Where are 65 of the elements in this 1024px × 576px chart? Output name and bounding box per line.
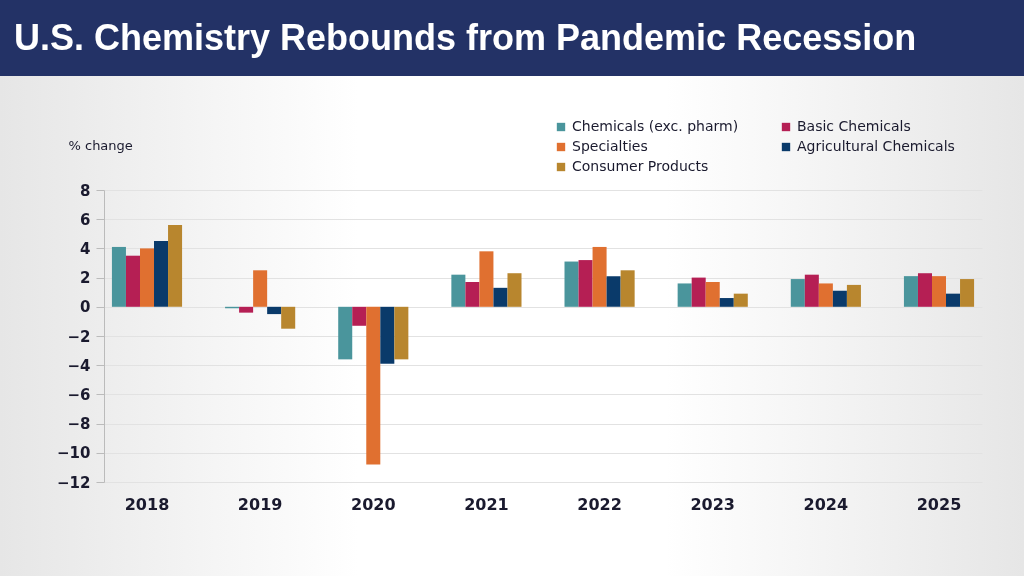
x-tick-label: 2023 [690, 494, 735, 514]
bar [465, 281, 480, 307]
bar [677, 283, 692, 307]
bar [394, 306, 409, 360]
bar [946, 293, 961, 307]
y-axis-title: % change [68, 137, 133, 153]
bar [804, 274, 819, 307]
x-tick-label: 2018 [124, 494, 170, 514]
x-tick-label: 2020 [351, 494, 396, 514]
bar [352, 306, 367, 326]
y-tick-label: −2 [67, 327, 91, 346]
x-tick-label: 2019 [237, 494, 283, 514]
y-tick-label: −12 [57, 473, 91, 492]
bar [592, 246, 607, 307]
bar [691, 277, 706, 307]
legend-label: Specialties [572, 138, 648, 154]
bar [479, 251, 494, 307]
bar [578, 260, 593, 307]
bar [168, 225, 183, 307]
bar [380, 306, 395, 364]
bar [493, 287, 508, 307]
bar [733, 293, 748, 307]
bar [281, 306, 296, 329]
bar [960, 279, 975, 307]
bar [154, 241, 169, 307]
y-tick-label: −8 [67, 415, 91, 434]
bar [620, 270, 635, 307]
bar [239, 306, 254, 313]
bar [139, 248, 155, 307]
bar [267, 306, 282, 315]
y-tick-label: 6 [80, 210, 91, 229]
bar [903, 276, 918, 307]
bar [125, 255, 140, 307]
bar [451, 274, 466, 307]
x-tick-label: 2024 [803, 494, 849, 514]
bar [917, 273, 932, 307]
y-tick-label: −6 [67, 385, 91, 404]
y-tick-label: −10 [57, 444, 91, 463]
y-tick-label: 8 [80, 181, 91, 200]
legend-label: Basic Chemicals [797, 118, 911, 134]
legend-label: Chemicals (exc. pharm) [572, 118, 739, 134]
bar [606, 276, 621, 307]
bar [366, 306, 381, 465]
bar [507, 273, 522, 307]
x-tick-label: 2025 [916, 494, 962, 514]
legend-label: Consumer Products [572, 158, 709, 174]
bar [338, 306, 353, 360]
bar [719, 298, 734, 307]
bar [818, 283, 833, 307]
x-tick-label: 2022 [577, 494, 622, 514]
x-tick-label: 2021 [464, 494, 509, 514]
bar [564, 261, 579, 307]
legend-label: Agricultural Chemicals [797, 138, 955, 154]
bar [846, 284, 861, 307]
y-tick-label: 4 [80, 239, 91, 258]
bar [931, 276, 947, 307]
y-tick-label: 2 [80, 269, 91, 288]
bar [705, 281, 720, 307]
bar [111, 246, 126, 307]
y-tick-label: −4 [67, 356, 91, 375]
bar [253, 270, 268, 307]
bar [790, 279, 805, 307]
y-tick-label: 0 [80, 298, 91, 317]
chart-title: U.S. Chemistry Rebounds from Pandemic Recession [0, 0, 1024, 76]
bar [832, 290, 847, 307]
